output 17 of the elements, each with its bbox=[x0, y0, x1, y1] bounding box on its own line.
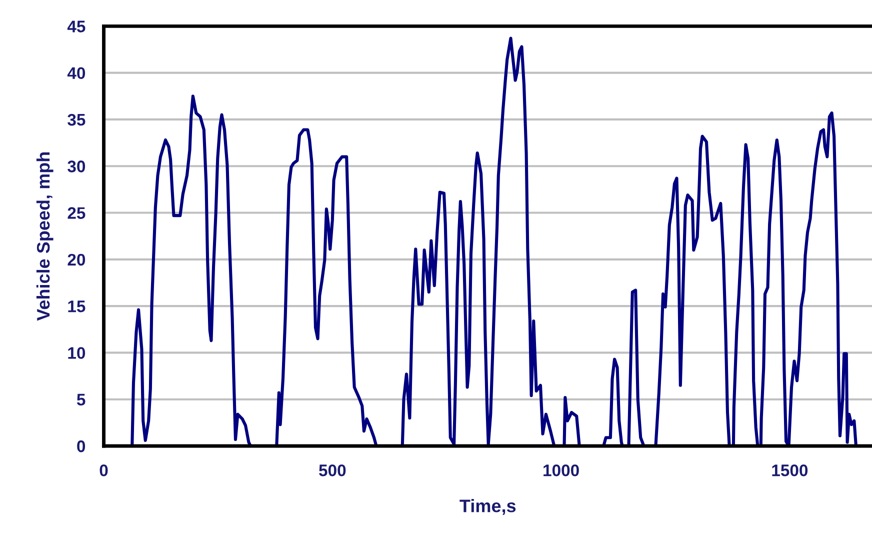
x-tick-label: 1000 bbox=[544, 464, 579, 476]
y-tick-label: 20 bbox=[68, 254, 86, 266]
y-tick-label: 25 bbox=[68, 207, 86, 219]
y-tick-label: 10 bbox=[68, 347, 86, 359]
y-tick-label: 0 bbox=[77, 440, 86, 452]
x-tick-label: 0 bbox=[100, 464, 108, 476]
y-tick-label: 30 bbox=[68, 160, 86, 172]
y-tick-label: 5 bbox=[76, 394, 86, 406]
y-tick-label: 15 bbox=[68, 300, 86, 312]
y-axis-title: Vehicle Speed, mph bbox=[36, 152, 54, 321]
line-series bbox=[130, 36, 858, 446]
y-tick-label: 35 bbox=[68, 114, 86, 126]
x-axis-title: Time,s bbox=[460, 499, 516, 515]
x-tick-label: 500 bbox=[319, 464, 346, 476]
y-tick-label: 45 bbox=[67, 20, 86, 32]
y-tick-label: 40 bbox=[67, 67, 86, 80]
x-tick-label: 1500 bbox=[772, 464, 808, 476]
